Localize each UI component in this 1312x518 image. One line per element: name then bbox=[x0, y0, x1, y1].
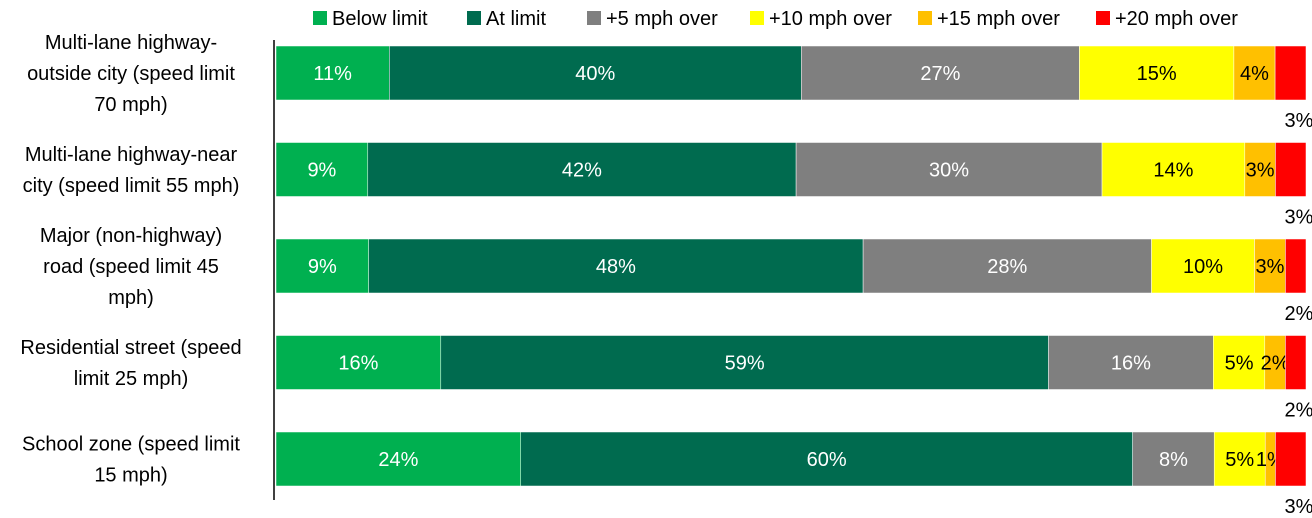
bar-segment bbox=[389, 45, 802, 101]
data-label: 40% bbox=[575, 63, 615, 85]
data-label: 4% bbox=[1240, 63, 1269, 85]
data-label: 3% bbox=[1246, 160, 1275, 182]
bar-segment bbox=[1244, 142, 1276, 197]
bar-segment bbox=[862, 238, 1152, 294]
bar-segment bbox=[1285, 238, 1307, 294]
data-label: 28% bbox=[987, 256, 1027, 278]
data-label: 59% bbox=[725, 353, 765, 375]
category-label: Multi-lane highway- bbox=[45, 32, 217, 54]
legend-swatch bbox=[1096, 11, 1110, 25]
data-label: 5% bbox=[1225, 449, 1254, 471]
data-label: 3% bbox=[1285, 496, 1312, 518]
category-label: 15 mph) bbox=[94, 465, 167, 487]
data-label: 10% bbox=[1183, 256, 1223, 278]
category-label: 70 mph) bbox=[94, 94, 167, 116]
data-label: 16% bbox=[1111, 353, 1151, 375]
data-label: 3% bbox=[1285, 110, 1312, 132]
bar-segment bbox=[275, 45, 390, 101]
legend-swatch bbox=[467, 11, 481, 25]
bar-segment bbox=[801, 45, 1080, 101]
data-label: 5% bbox=[1225, 353, 1254, 375]
bar-segment bbox=[440, 335, 1049, 390]
data-label: 15% bbox=[1137, 63, 1177, 85]
legend-label: +15 mph over bbox=[937, 8, 1060, 30]
data-label: 11% bbox=[313, 63, 352, 85]
bar-segment bbox=[368, 238, 864, 294]
data-label: 24% bbox=[378, 449, 418, 471]
category-label: city (speed limit 55 mph) bbox=[23, 175, 240, 197]
bar-segment bbox=[1101, 142, 1246, 197]
bar-segment bbox=[1275, 142, 1307, 197]
legend-label: +20 mph over bbox=[1115, 8, 1238, 30]
data-label: 2% bbox=[1261, 353, 1290, 375]
bar-segment bbox=[1132, 431, 1215, 487]
category-label: limit 25 mph) bbox=[74, 368, 188, 390]
data-label: 14% bbox=[1153, 160, 1193, 182]
legend-label: +10 mph over bbox=[769, 8, 892, 30]
bar-segment bbox=[1048, 335, 1214, 390]
category-label: Multi-lane highway-near bbox=[25, 144, 238, 166]
bar-segment bbox=[275, 142, 369, 197]
legend-swatch bbox=[313, 11, 327, 25]
bar-segment bbox=[1151, 238, 1255, 294]
data-label: 3% bbox=[1285, 207, 1312, 229]
category-label: School zone (speed limit bbox=[22, 434, 240, 456]
category-label: road (speed limit 45 bbox=[43, 256, 219, 278]
legend-label: Below limit bbox=[332, 8, 428, 30]
legend-label: +5 mph over bbox=[606, 8, 718, 30]
legend-label: At limit bbox=[486, 8, 546, 30]
data-label: 30% bbox=[929, 160, 969, 182]
bar-segment bbox=[520, 431, 1133, 487]
data-label: 27% bbox=[920, 63, 960, 85]
bar-segment bbox=[275, 238, 369, 294]
bar-segment bbox=[1213, 335, 1266, 390]
bar-segment bbox=[795, 142, 1103, 197]
data-label: 8% bbox=[1159, 449, 1188, 471]
data-label: 16% bbox=[338, 353, 378, 375]
category-label: Residential street (speed bbox=[20, 337, 241, 359]
data-label: 3% bbox=[1255, 256, 1284, 278]
category-label: outside city (speed limit bbox=[27, 63, 235, 85]
legend-swatch bbox=[587, 11, 601, 25]
data-label: 42% bbox=[562, 160, 602, 182]
data-label: 2% bbox=[1285, 303, 1312, 325]
bar-segment bbox=[1274, 45, 1307, 101]
category-label: Major (non-highway) bbox=[40, 225, 222, 247]
data-label: 9% bbox=[307, 160, 336, 182]
data-label: 48% bbox=[596, 256, 636, 278]
bar-segment bbox=[1254, 238, 1286, 294]
bar-segment bbox=[275, 335, 442, 390]
bar-segment bbox=[1275, 431, 1307, 487]
legend-swatch bbox=[918, 11, 932, 25]
bar-segment bbox=[1213, 431, 1266, 487]
data-label: 2% bbox=[1285, 400, 1312, 422]
bar-segment bbox=[1285, 335, 1307, 390]
category-label: mph) bbox=[108, 287, 154, 309]
data-label: 9% bbox=[308, 256, 337, 278]
legend-swatch bbox=[750, 11, 764, 25]
bar-segment bbox=[275, 431, 522, 487]
data-label: 60% bbox=[807, 449, 847, 471]
